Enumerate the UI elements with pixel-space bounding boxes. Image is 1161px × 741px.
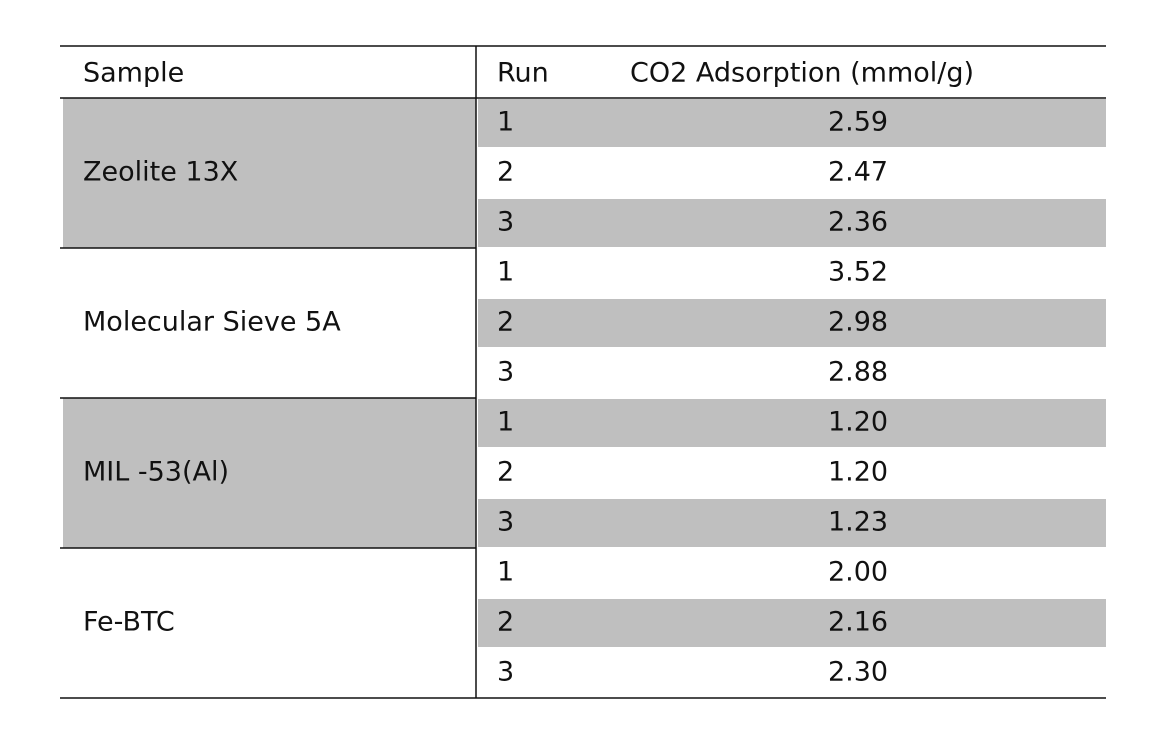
sample-cell: Molecular Sieve 5A <box>83 307 341 338</box>
cell-shade <box>63 398 476 548</box>
run-cell: 2 <box>497 607 514 638</box>
run-cell: 3 <box>497 357 514 388</box>
run-cell: 3 <box>497 207 514 238</box>
cell-shade <box>63 98 476 248</box>
value-cell: 2.47 <box>828 157 888 188</box>
header-cell: CO2 Adsorption (mmol/g) <box>630 58 974 89</box>
value-cell: 1.23 <box>828 507 888 538</box>
value-cell: 2.36 <box>828 207 888 238</box>
value-cell: 2.88 <box>828 357 888 388</box>
row-shade <box>478 99 1106 147</box>
value-cell: 1.20 <box>828 457 888 488</box>
value-cell: 1.20 <box>828 407 888 438</box>
row-shade <box>478 399 1106 447</box>
run-cell: 2 <box>497 157 514 188</box>
run-cell: 2 <box>497 307 514 338</box>
row-shade <box>478 199 1106 247</box>
row-shade <box>478 499 1106 547</box>
header-cell: Sample <box>83 58 184 89</box>
run-cell: 1 <box>497 107 514 138</box>
value-cell: 2.98 <box>828 307 888 338</box>
value-cell: 2.30 <box>828 657 888 688</box>
run-cell: 3 <box>497 657 514 688</box>
run-cell: 3 <box>497 507 514 538</box>
run-cell: 1 <box>497 557 514 588</box>
row-shade <box>478 299 1106 347</box>
value-cell: 3.52 <box>828 257 888 288</box>
sample-cell: Fe-BTC <box>83 607 175 638</box>
value-cell: 2.59 <box>828 107 888 138</box>
sample-cell: Zeolite 13X <box>83 157 238 188</box>
value-cell: 2.16 <box>828 607 888 638</box>
sample-cell: MIL -53(Al) <box>83 457 229 488</box>
run-cell: 2 <box>497 457 514 488</box>
run-cell: 1 <box>497 257 514 288</box>
run-cell: 1 <box>497 407 514 438</box>
header-cell: Run <box>497 58 549 89</box>
value-cell: 2.00 <box>828 557 888 588</box>
row-shade <box>478 599 1106 647</box>
